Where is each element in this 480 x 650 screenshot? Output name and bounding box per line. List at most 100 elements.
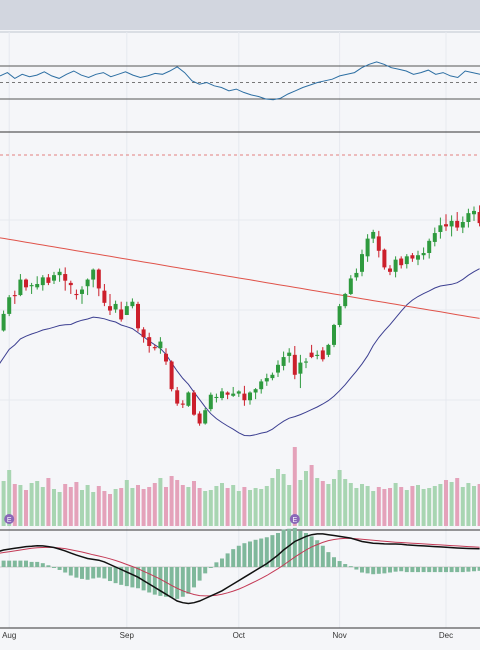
volume-bar (225, 488, 230, 526)
macd-histogram-bar (91, 567, 96, 579)
volume-bar (80, 490, 84, 526)
candle-body (320, 350, 325, 360)
macd-histogram-bar (337, 561, 342, 567)
macd-histogram-bar (85, 567, 90, 580)
x-axis: Aug Sep Oct Nov Dec (2, 631, 453, 640)
macd-histogram-bar (410, 567, 415, 573)
macd-histogram-bar (360, 567, 364, 573)
volume-bar (444, 480, 448, 526)
candle-body (141, 329, 146, 338)
candle-body (74, 293, 79, 296)
volume-bar (393, 483, 398, 526)
macd-histogram-bar (68, 567, 73, 576)
macd-histogram-bar (18, 560, 23, 567)
volume-bar (410, 486, 415, 526)
volume-bar (175, 480, 180, 526)
candle-body (124, 306, 129, 315)
volume-bar (108, 494, 112, 526)
candle-body (326, 344, 331, 355)
candle-body (477, 212, 480, 224)
candle-body (119, 309, 124, 320)
macd-histogram-bar (24, 560, 28, 567)
candle-body (68, 282, 73, 286)
candle-body (186, 392, 191, 406)
candle-body (399, 258, 404, 266)
candle-body (281, 357, 286, 366)
candle-body (404, 256, 409, 265)
volume-bar (472, 486, 476, 526)
candle-body (276, 364, 280, 373)
macd-histogram-bar (1, 560, 6, 567)
volume-bar (169, 476, 174, 526)
macd-histogram-bar (371, 567, 376, 575)
volume-bar (304, 471, 308, 526)
macd-histogram-bar (231, 549, 236, 567)
volume-bar (281, 474, 286, 526)
ma-slow-line (0, 237, 480, 319)
candle-body (292, 354, 297, 375)
grid (0, 32, 480, 628)
volume-bar (466, 483, 471, 526)
macd-histogram-bar (270, 535, 275, 567)
volume-bar (186, 487, 191, 526)
month-label-dec: Dec (439, 631, 453, 640)
candle-body (113, 303, 118, 310)
macd-histogram-bar (421, 567, 426, 573)
candle-body (225, 392, 230, 395)
macd-histogram-bar (147, 567, 152, 593)
macd-histogram-bar (197, 567, 202, 581)
candle-body (63, 274, 68, 281)
candle-body (248, 392, 252, 401)
macd-histogram-bar (365, 567, 370, 574)
rsi-panel (0, 61, 480, 101)
macd-histogram-bar (388, 567, 392, 573)
candle-body (416, 255, 420, 260)
candle-body (180, 403, 185, 405)
candle-body (309, 352, 314, 358)
candle-body (337, 306, 342, 325)
candle-body (108, 306, 112, 311)
candle-body (91, 269, 96, 280)
macd-histogram-bar (35, 561, 40, 567)
candle-body (40, 277, 45, 286)
macd-histogram-bar (466, 567, 471, 572)
volume-bar (248, 490, 252, 526)
volume-bar (320, 481, 325, 526)
macd-histogram-bar (74, 567, 79, 578)
macd-histogram-bar (472, 567, 476, 572)
macd-panel (0, 527, 480, 605)
volume-bar (455, 478, 460, 526)
volume-bar (1, 481, 6, 526)
volume-bar (460, 487, 465, 526)
volume-bar (208, 490, 213, 526)
volume-bar (360, 484, 364, 526)
macd-histogram-bar (152, 567, 157, 595)
volume-bar (40, 487, 45, 526)
macd-histogram-bar (236, 545, 241, 567)
volume-bar (382, 489, 387, 526)
month-label-sep: Sep (120, 631, 135, 640)
volume-bar (113, 489, 118, 526)
month-label-oct: Oct (233, 631, 246, 640)
candle-body (427, 240, 432, 253)
candle-body (1, 313, 6, 331)
volume-bar (147, 487, 152, 526)
earnings-marker (4, 514, 15, 524)
candle-body (332, 324, 336, 345)
candle-body (220, 391, 224, 399)
earnings-marker (289, 514, 300, 524)
macd-histogram-bar (432, 567, 437, 573)
macd-histogram-bar (158, 567, 163, 596)
macd-histogram-bar (326, 552, 331, 567)
earnings-marker-label: E (292, 517, 297, 524)
macd-histogram-bar (376, 567, 381, 574)
moving-averages (0, 237, 480, 437)
volume-bar (354, 488, 359, 526)
candle-body (382, 249, 387, 268)
candle-body (85, 279, 90, 287)
volume-bar (242, 487, 247, 526)
macd-histogram-bar (119, 567, 124, 585)
candle-body (197, 413, 202, 424)
macd-histogram-bar (141, 567, 146, 591)
